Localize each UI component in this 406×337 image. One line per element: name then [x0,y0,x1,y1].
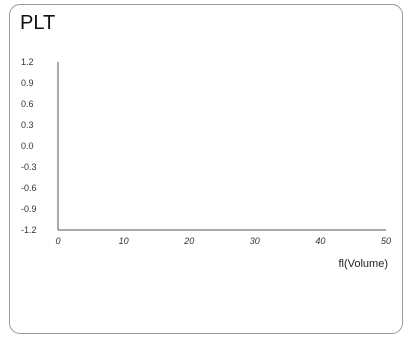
y-tick-labels: 1.2 0.9 0.6 0.3 0.0 -0.3 -0.6 -0.9 -1.2 [21,57,37,235]
y-tick-label: 0.9 [21,78,34,88]
y-tick-label: 0.0 [21,141,34,151]
y-tick-label: 0.3 [21,120,34,130]
y-tick-label: 1.2 [21,57,34,67]
x-tick-label: 50 [381,236,391,246]
x-axis-title: fl(Volume) [338,258,388,270]
y-tick-label: -0.9 [21,204,37,214]
plt-panel: PLT [9,4,403,334]
x-tick-label: 10 [119,236,129,246]
y-tick-label: -0.3 [21,162,37,172]
x-tick-label: 20 [183,236,194,246]
x-tick-labels: 0 10 20 30 40 50 [55,236,391,246]
y-tick-label: -0.6 [21,183,37,193]
y-tick-label: 0.6 [21,99,34,109]
x-tick-label: 40 [315,236,325,246]
y-tick-label: -1.2 [21,225,37,235]
x-tick-label: 0 [55,236,60,246]
panel-title: PLT [20,12,56,34]
x-tick-label: 30 [250,236,260,246]
